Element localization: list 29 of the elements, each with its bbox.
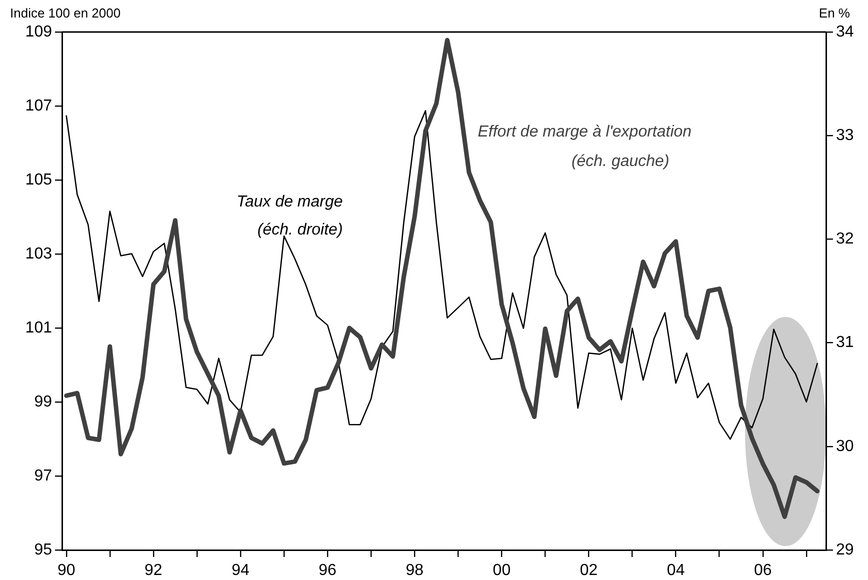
y2-tick-label: 32 — [836, 230, 854, 248]
y2-tick-label: 29 — [836, 541, 854, 558]
annotation: (éch. gauche) — [571, 152, 670, 170]
y-tick-label: 103 — [25, 245, 52, 262]
x-tick-label: 90 — [57, 562, 76, 580]
y-tick-label: 101 — [25, 319, 52, 336]
x-tick-label: 06 — [754, 562, 772, 580]
x-tick-label: 98 — [406, 562, 424, 580]
text: Taux de marge — [236, 194, 343, 211]
y2-axis-title: En % — [818, 6, 850, 21]
y2-tick-label: 34 — [836, 23, 854, 40]
y-axis-title: Indice 100 en 2000 — [10, 6, 121, 21]
series-label: Effort de marge à l'exportation — [478, 123, 692, 140]
y-tick-label: 97 — [34, 467, 52, 484]
y-tick-label: 109 — [25, 23, 52, 40]
y-tick-label: 99 — [34, 393, 52, 410]
y2-tick-label: 30 — [836, 438, 854, 455]
y-tick-label: 95 — [34, 541, 52, 558]
x-tick-label: 96 — [318, 562, 337, 580]
x-tick-label: 00 — [492, 562, 511, 580]
x-tick-label: 04 — [666, 562, 685, 580]
y-tick-label: 105 — [25, 171, 52, 188]
annotation: (éch. droite) — [257, 221, 343, 238]
x-tick-label: 94 — [232, 562, 250, 580]
x-tick-label: 92 — [144, 562, 162, 580]
y-tick-label: 107 — [25, 97, 52, 114]
y2-tick-label: 31 — [836, 334, 854, 352]
y2-tick-label: 33 — [836, 127, 854, 144]
x-tick-label: 02 — [580, 562, 598, 580]
